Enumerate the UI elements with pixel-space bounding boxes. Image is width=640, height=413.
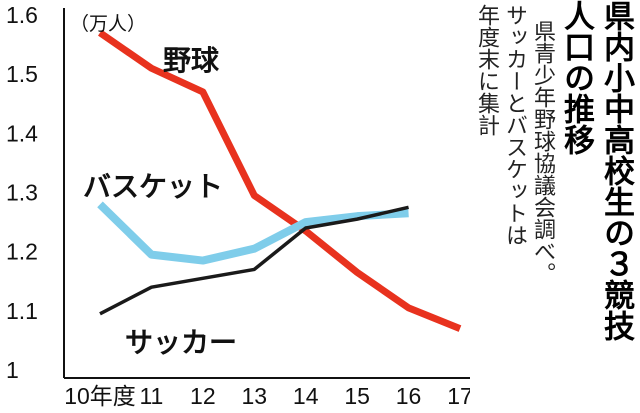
y-tick-labels: 1 1.1 1.2 1.3 1.4 1.5 1.6 bbox=[6, 2, 38, 383]
series-label-soccer: サッカー bbox=[125, 326, 237, 359]
y-tick-label: 1.2 bbox=[6, 239, 38, 265]
source-note-col-3: 年度末に集計 bbox=[474, 4, 499, 136]
x-tick-labels: 10年度 11 12 13 14 15 16 17 bbox=[64, 383, 470, 409]
headline-col-2: 人口の推移 bbox=[558, 0, 594, 155]
series-label-baseball: 野球 bbox=[163, 44, 220, 77]
y-tick-label: 1.5 bbox=[6, 61, 38, 87]
series-line-basketball bbox=[97, 201, 409, 265]
y-tick-label: 1.4 bbox=[6, 120, 38, 146]
x-tick-label: 16 bbox=[396, 383, 422, 409]
x-tick-label: 10年度 bbox=[64, 383, 136, 409]
unit-label: （万人） bbox=[70, 13, 146, 35]
x-tick-label: 17 bbox=[447, 383, 470, 409]
series-line-soccer bbox=[99, 205, 409, 316]
series-lines bbox=[97, 29, 462, 332]
series-line-baseball bbox=[98, 29, 462, 332]
x-tick-label: 12 bbox=[190, 383, 216, 409]
line-chart: 1 1.1 1.2 1.3 1.4 1.5 1.6 10年度 11 12 13 14 15 16 17 （… bbox=[6, 2, 470, 409]
x-tick-label: 13 bbox=[241, 383, 267, 409]
series-label-basketball: バスケット bbox=[83, 170, 223, 203]
y-tick-label: 1 bbox=[6, 357, 19, 383]
y-tick-label: 1.6 bbox=[6, 2, 38, 28]
x-tick-label: 14 bbox=[293, 383, 319, 409]
headline-col-1: 県内小中高校生の３競技 bbox=[598, 0, 634, 341]
y-tick-label: 1.1 bbox=[6, 298, 38, 324]
x-tick-label: 15 bbox=[344, 383, 370, 409]
y-tick-label: 1.3 bbox=[6, 180, 38, 206]
source-note-col-2: サッカーとバスケットは bbox=[502, 4, 527, 246]
source-note-col-1: 県青少年野球協議会調べ。 bbox=[530, 20, 555, 284]
x-tick-label: 11 bbox=[139, 383, 163, 409]
